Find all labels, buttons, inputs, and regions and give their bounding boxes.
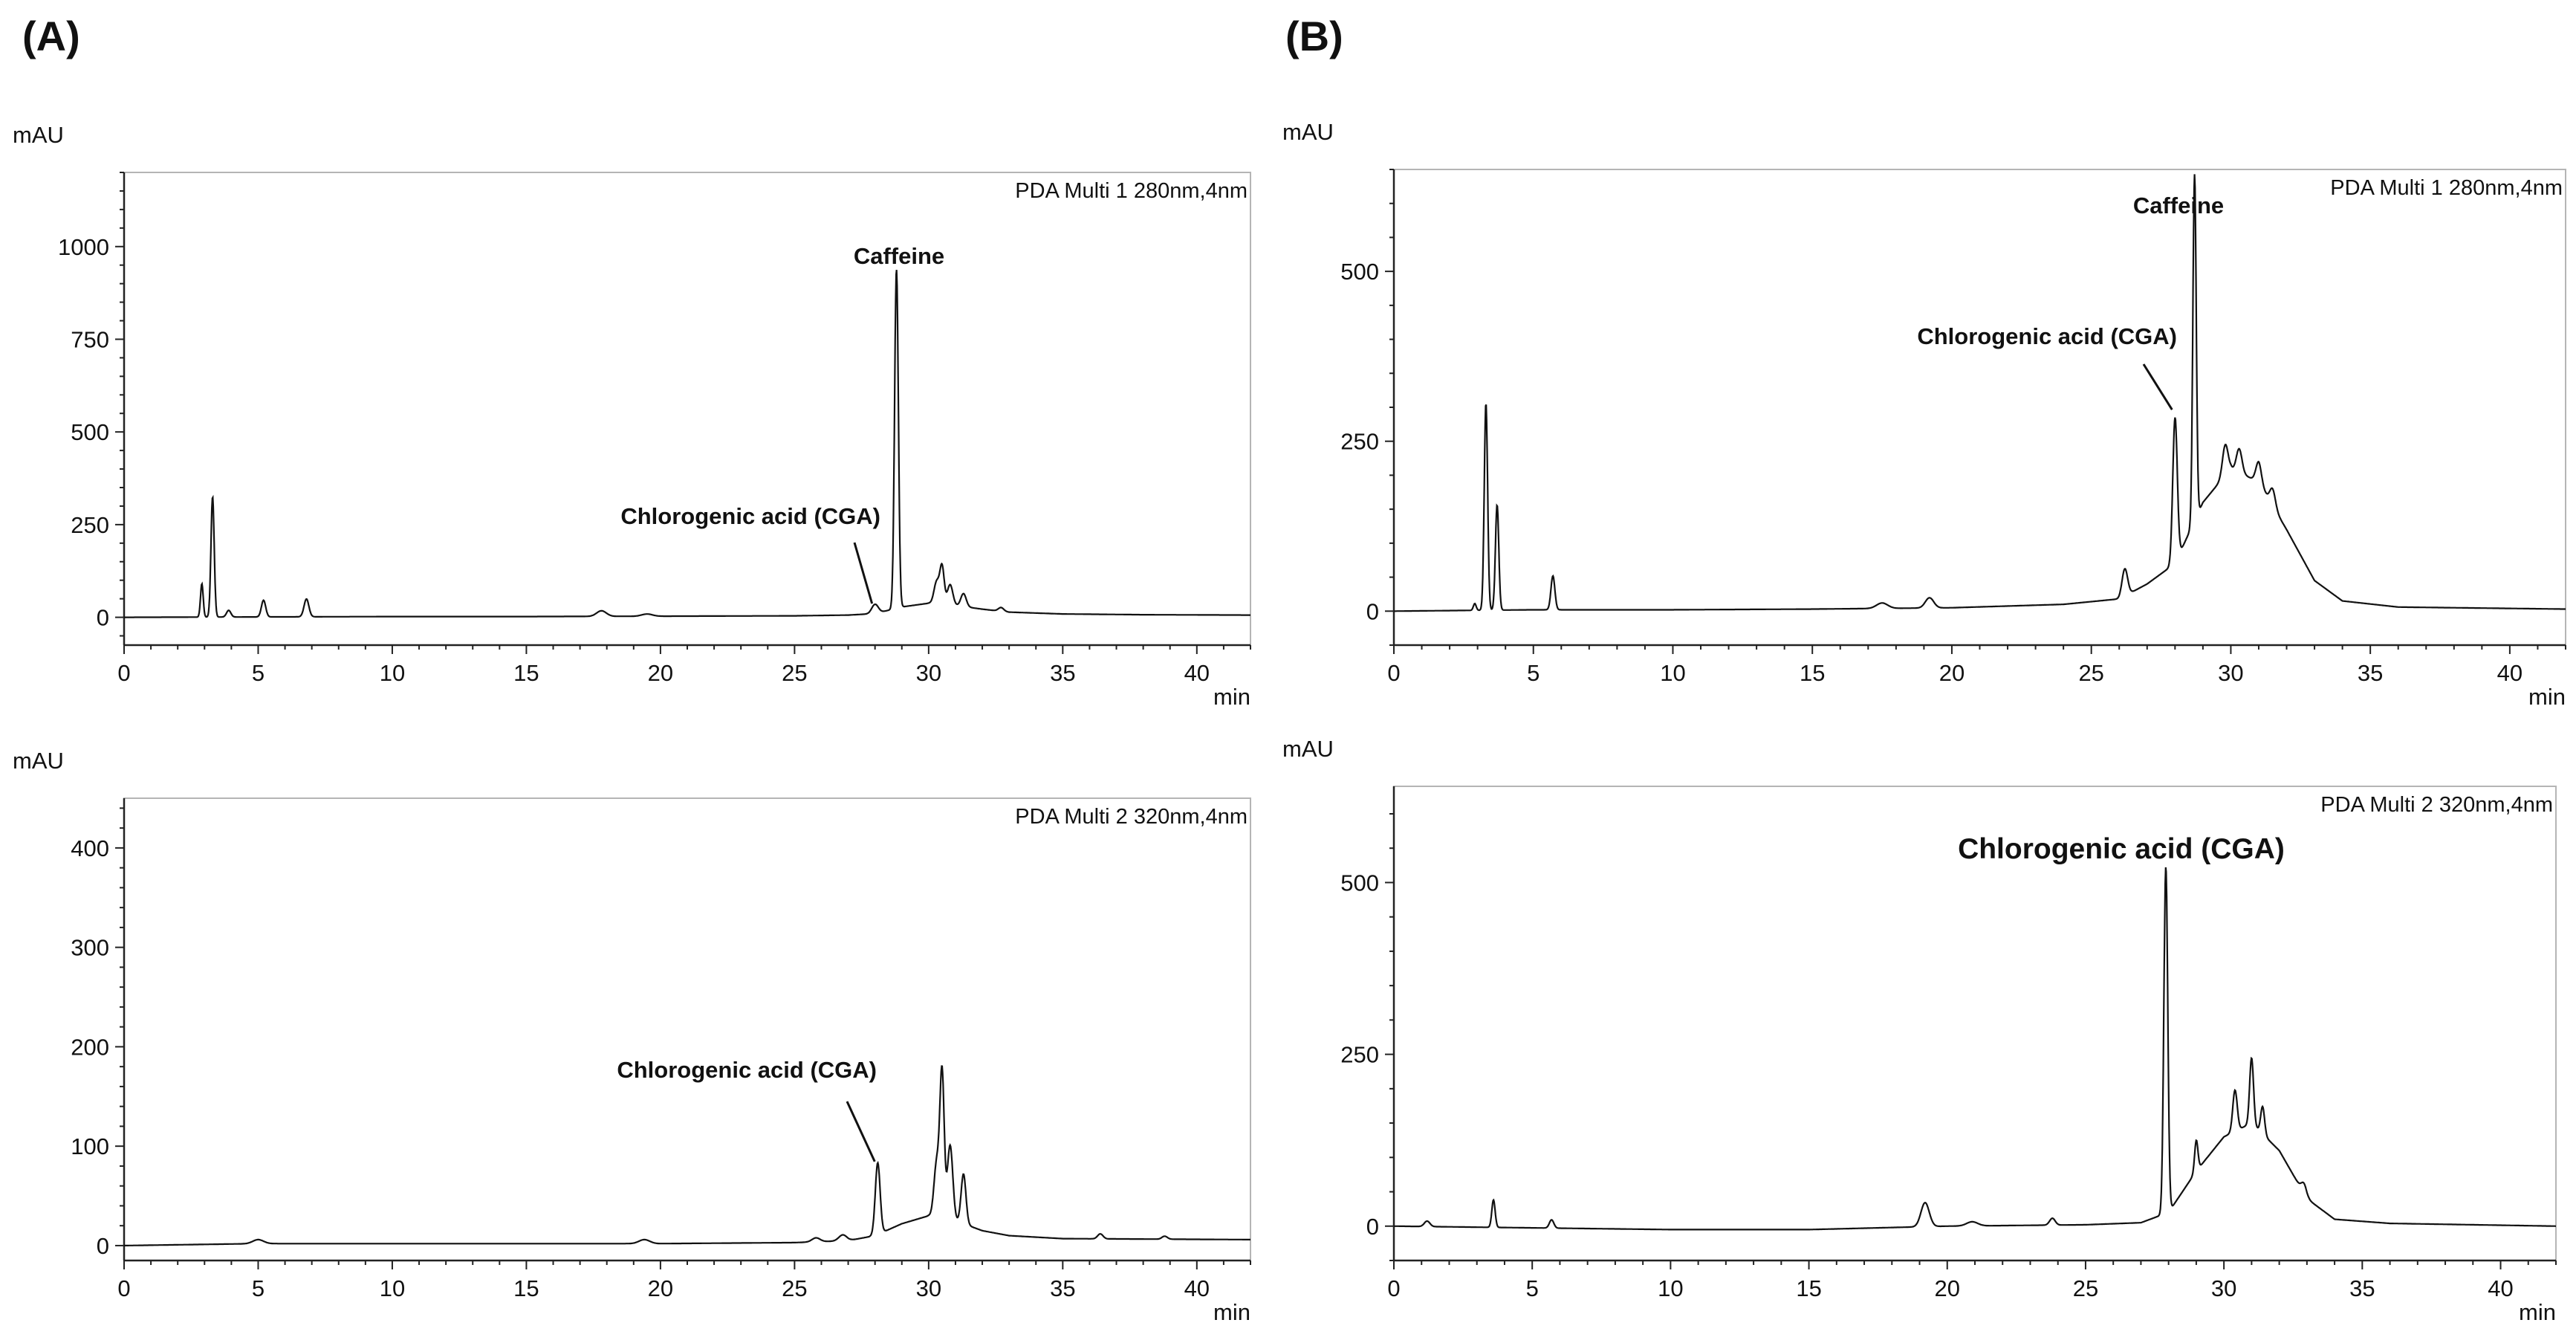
x-tick-label: 35 [1050, 660, 1075, 686]
x-tick-label: 10 [380, 660, 405, 686]
panel-label-a: (A) [22, 13, 80, 59]
x-tick-label: 25 [782, 1275, 807, 1301]
chromatogram-panel-3: 0 5 10 15 20 25 30 35 40 0 250 500 mAU min PDA Multi 2… [1282, 736, 2557, 1325]
chromatogram-trace [124, 1065, 1250, 1246]
chromatogram-panel-2: 0 5 10 15 20 25 30 35 40 0 250 500 mAU min PDA Multi 1… [1282, 119, 2566, 710]
y-tick-label: 0 [1366, 1214, 1379, 1240]
y-tick-label: 250 [1340, 1042, 1379, 1068]
x-tick-label: 40 [2497, 660, 2523, 686]
x-unit-label: min [1213, 1299, 1250, 1325]
y-tick-label: 500 [71, 419, 109, 445]
chromatogram-trace [1394, 174, 2566, 612]
y-tick-label: 250 [71, 512, 109, 538]
y-tick-label: 300 [71, 935, 109, 961]
y-tick-label: 750 [71, 326, 109, 352]
peak-annotation-label: Caffeine [854, 243, 944, 269]
x-tick-label: 35 [2349, 1275, 2375, 1301]
y-tick-label: 250 [1340, 429, 1379, 455]
x-tick-label: 40 [1184, 1275, 1210, 1301]
x-tick-label: 5 [1527, 660, 1540, 686]
x-tick-label: 0 [117, 1275, 130, 1301]
x-tick-label: 10 [1658, 1275, 1683, 1301]
y-tick-label: 100 [71, 1133, 109, 1159]
x-tick-label: 25 [782, 660, 807, 686]
peak-annotation-label: Chlorogenic acid (CGA) [1917, 323, 2177, 349]
peak-leader-line [853, 542, 874, 604]
chromatogram-trace [1394, 867, 2556, 1231]
x-unit-label: min [2519, 1299, 2556, 1325]
x-unit-label: min [2528, 684, 2566, 710]
x-tick-label: 15 [513, 660, 539, 686]
channel-label: PDA Multi 1 280nm,4nm [2330, 176, 2563, 200]
x-tick-label: 20 [1939, 660, 1965, 686]
channel-label: PDA Multi 2 320nm,4nm [2320, 793, 2553, 817]
chromatogram-trace [124, 269, 1250, 618]
x-tick-label: 0 [1387, 660, 1400, 686]
x-tick-label: 30 [2218, 660, 2243, 686]
x-tick-label: 40 [1184, 660, 1210, 686]
y-tick-label: 400 [71, 835, 109, 861]
y-unit-label: mAU [13, 748, 64, 774]
y-tick-label: 200 [71, 1034, 109, 1060]
channel-label: PDA Multi 2 320nm,4nm [1015, 805, 1248, 829]
y-unit-label: mAU [13, 122, 64, 148]
channel-label: PDA Multi 1 280nm,4nm [1015, 179, 1248, 203]
y-tick-label: 1000 [58, 234, 109, 260]
x-tick-label: 30 [916, 1275, 941, 1301]
x-tick-label: 15 [1796, 1275, 1821, 1301]
y-tick-label: 500 [1340, 259, 1379, 285]
x-unit-label: min [1213, 684, 1250, 710]
x-tick-label: 20 [648, 660, 673, 686]
x-tick-label: 35 [2358, 660, 2383, 686]
x-tick-label: 5 [252, 1275, 265, 1301]
panel-label-b: (B) [1285, 13, 1343, 59]
chromatogram-panel-0: 0 5 10 15 20 25 30 35 40 0 250 500 750 1000 mAU min PDA … [13, 122, 1251, 710]
peak-leader-line [2142, 363, 2173, 410]
x-tick-label: 40 [2488, 1275, 2513, 1301]
x-tick-label: 35 [1050, 1275, 1075, 1301]
x-tick-label: 5 [1526, 1275, 1539, 1301]
peak-annotation-label: Caffeine [2133, 192, 2224, 219]
x-tick-label: 20 [648, 1275, 673, 1301]
x-tick-label: 0 [117, 660, 130, 686]
x-tick-label: 15 [513, 1275, 539, 1301]
x-tick-label: 0 [1387, 1275, 1400, 1301]
x-tick-label: 30 [916, 660, 941, 686]
x-tick-label: 20 [1935, 1275, 1960, 1301]
peak-annotation-label: Chlorogenic acid (CGA) [620, 503, 880, 529]
x-tick-label: 10 [380, 1275, 405, 1301]
x-tick-label: 25 [2073, 1275, 2098, 1301]
y-tick-label: 0 [97, 1233, 109, 1259]
x-tick-label: 5 [252, 660, 265, 686]
peak-leader-line [846, 1101, 876, 1162]
y-tick-label: 500 [1340, 870, 1379, 896]
x-tick-label: 30 [2211, 1275, 2236, 1301]
x-tick-label: 10 [1660, 660, 1685, 686]
peak-annotation-label: Chlorogenic acid (CGA) [617, 1057, 877, 1083]
y-tick-label: 0 [97, 605, 109, 631]
y-tick-label: 0 [1366, 598, 1379, 624]
peak-annotation-label: Chlorogenic acid (CGA) [1958, 833, 2285, 865]
x-tick-label: 25 [2078, 660, 2103, 686]
x-tick-label: 15 [1800, 660, 1825, 686]
y-unit-label: mAU [1282, 736, 1334, 762]
y-unit-label: mAU [1282, 119, 1334, 145]
